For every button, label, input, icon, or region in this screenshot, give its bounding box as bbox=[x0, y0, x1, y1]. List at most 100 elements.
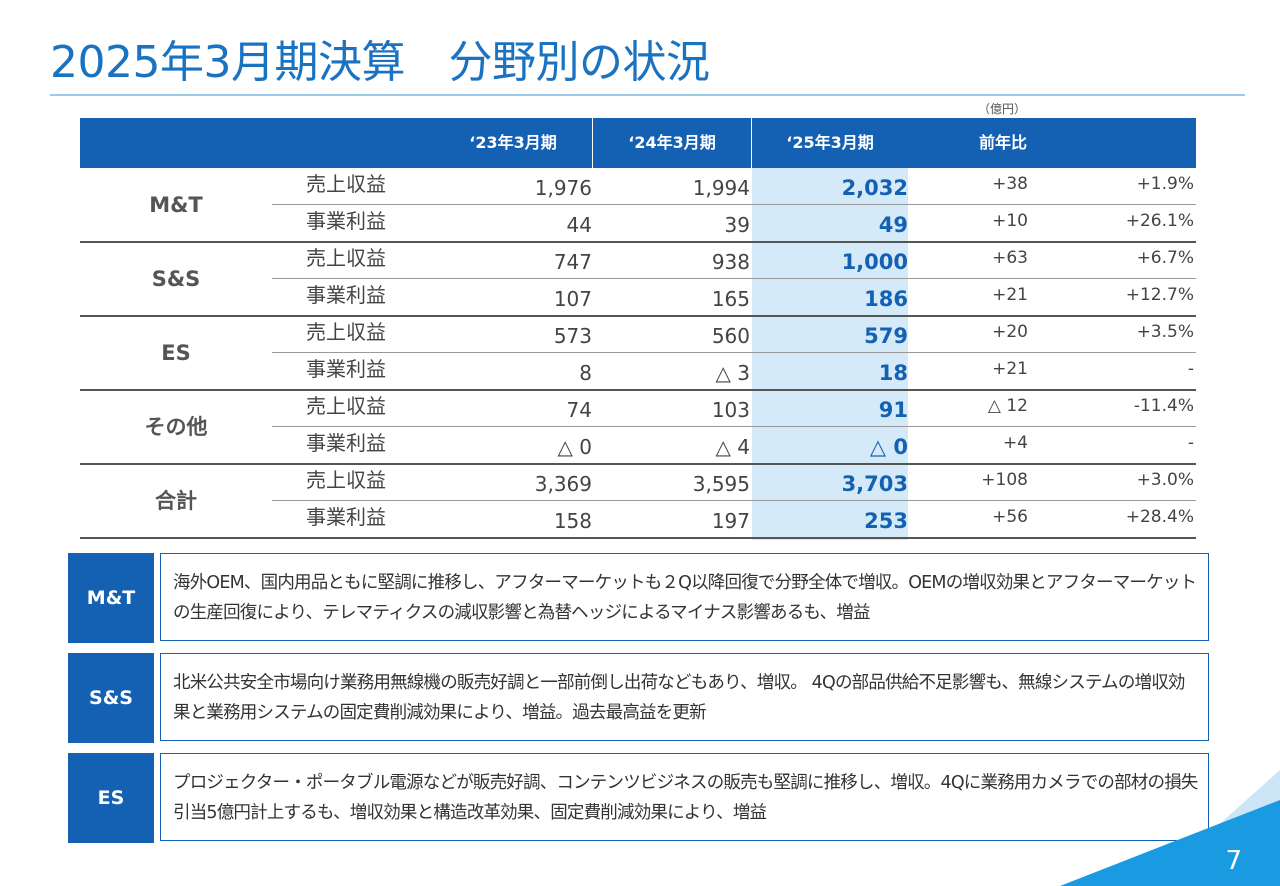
row-divider bbox=[272, 278, 1196, 279]
group-divider bbox=[80, 315, 1196, 317]
value-fy25: 18 bbox=[878, 361, 908, 385]
value-fy25: 91 bbox=[878, 398, 908, 422]
segment-group-other: その他 売上収益 74 103 91 △ 12 -11.4% 事業利益 △ 0 … bbox=[80, 390, 1196, 465]
value-yoy-pct: +26.1% bbox=[1125, 211, 1194, 231]
segment-label: 合計 bbox=[155, 489, 197, 513]
value-fy24: 1,994 bbox=[692, 176, 750, 200]
header-yoy: 前年比 bbox=[978, 133, 1027, 152]
value-fy24: △ 4 bbox=[715, 435, 750, 459]
value-fy25: △ 0 bbox=[869, 435, 908, 459]
group-divider bbox=[80, 241, 1196, 243]
row-item: 事業利益 bbox=[306, 283, 386, 307]
comment-box-es: ES プロジェクター・ポータブル電源などが販売好調、コンテンツビジネスの販売も堅… bbox=[68, 753, 1211, 843]
value-yoy-pct: - bbox=[1187, 433, 1194, 453]
table-row: 売上収益 74 103 91 △ 12 -11.4% bbox=[272, 390, 1196, 427]
header-divider bbox=[751, 118, 752, 168]
value-fy24: △ 3 bbox=[715, 361, 750, 385]
comment-tag: S&S bbox=[68, 653, 154, 743]
value-yoy-pct: +6.7% bbox=[1136, 248, 1194, 268]
value-fy24: 103 bbox=[711, 398, 750, 422]
table-row: 事業利益 44 39 49 +10 +26.1% bbox=[272, 205, 1196, 242]
segment-label: その他 bbox=[144, 415, 208, 439]
value-yoy-diff: +56 bbox=[992, 507, 1028, 527]
value-yoy-diff: +63 bbox=[992, 248, 1028, 268]
value-yoy-diff: △ 12 bbox=[987, 396, 1028, 416]
value-fy23: 747 bbox=[553, 250, 592, 274]
value-fy25: 253 bbox=[864, 509, 908, 533]
table-row: 事業利益 158 197 253 +56 +28.4% bbox=[272, 501, 1196, 538]
value-fy24: 938 bbox=[711, 250, 750, 274]
segment-group-ss: S&S 売上収益 747 938 1,000 +63 +6.7% 事業利益 10… bbox=[80, 242, 1196, 317]
header-fy25: ‘25年3月期 bbox=[786, 133, 874, 152]
table-row: 売上収益 747 938 1,000 +63 +6.7% bbox=[272, 242, 1196, 279]
value-yoy-diff: +108 bbox=[981, 470, 1028, 490]
row-item: 売上収益 bbox=[306, 394, 386, 418]
value-fy23: 107 bbox=[553, 287, 592, 311]
value-fy25: 186 bbox=[864, 287, 908, 311]
value-yoy-diff: +21 bbox=[992, 359, 1028, 379]
value-fy25: 1,000 bbox=[841, 250, 908, 274]
table-body: M&T 売上収益 1,976 1,994 2,032 +38 +1.9% 事業利… bbox=[80, 168, 1196, 540]
value-fy23: △ 0 bbox=[557, 435, 592, 459]
header-divider bbox=[592, 118, 593, 168]
row-divider bbox=[272, 500, 1196, 501]
row-item: 事業利益 bbox=[306, 209, 386, 233]
value-fy23: 8 bbox=[579, 361, 592, 385]
value-yoy-pct: +3.5% bbox=[1136, 322, 1194, 342]
comment-box-mt: M&T 海外OEM、国内用品ともに堅調に推移し、アフターマーケットも２Q以降回復… bbox=[68, 553, 1211, 643]
value-fy25: 49 bbox=[878, 213, 908, 237]
segment-group-mt: M&T 売上収益 1,976 1,994 2,032 +38 +1.9% 事業利… bbox=[80, 168, 1196, 243]
value-fy23: 158 bbox=[553, 509, 592, 533]
value-fy23: 1,976 bbox=[534, 176, 592, 200]
row-divider bbox=[272, 352, 1196, 353]
row-item: 売上収益 bbox=[306, 246, 386, 270]
value-fy25: 2,032 bbox=[841, 176, 908, 200]
value-fy24: 165 bbox=[711, 287, 750, 311]
row-item: 売上収益 bbox=[306, 172, 386, 196]
row-item: 売上収益 bbox=[306, 468, 386, 492]
unit-label: （億円） bbox=[978, 102, 1027, 116]
comment-box-ss: S&S 北米公共安全市場向け業務用無線機の販売好調と一部前倒し出荷などもあり、増… bbox=[68, 653, 1211, 743]
fy25-highlight-column bbox=[752, 168, 908, 540]
row-divider bbox=[272, 426, 1196, 427]
value-fy24: 39 bbox=[724, 213, 750, 237]
header-fy24: ‘24年3月期 bbox=[628, 133, 716, 152]
group-divider bbox=[80, 389, 1196, 391]
page-title: 2025年3月期決算 分野別の状況 bbox=[50, 37, 710, 88]
value-yoy-pct: +1.9% bbox=[1136, 174, 1194, 194]
segment-group-es: ES 売上収益 573 560 579 +20 +3.5% 事業利益 8 △ 3… bbox=[80, 316, 1196, 391]
value-yoy-pct: +3.0% bbox=[1136, 470, 1194, 490]
row-item: 売上収益 bbox=[306, 320, 386, 344]
value-fy23: 3,369 bbox=[534, 472, 592, 496]
results-table: ‘23年3月期 ‘24年3月期 ‘25年3月期 前年比 M&T 売上収益 1,9… bbox=[80, 118, 1196, 540]
value-fy23: 74 bbox=[566, 398, 592, 422]
comment-text: プロジェクター・ポータブル電源などが販売好調、コンテンツビジネスの販売も堅調に推… bbox=[160, 753, 1209, 841]
row-item: 事業利益 bbox=[306, 431, 386, 455]
table-bottom-border bbox=[80, 537, 1196, 539]
comment-tag: M&T bbox=[68, 553, 154, 643]
table-row: 事業利益 8 △ 3 18 +21 - bbox=[272, 353, 1196, 390]
value-yoy-pct: - bbox=[1187, 359, 1194, 379]
title-divider bbox=[50, 94, 1245, 96]
page-number: 7 bbox=[1225, 846, 1242, 876]
comment-text: 海外OEM、国内用品ともに堅調に推移し、アフターマーケットも２Q以降回復で分野全… bbox=[160, 553, 1209, 641]
value-yoy-pct: +12.7% bbox=[1125, 285, 1194, 305]
table-row: 事業利益 △ 0 △ 4 △ 0 +4 - bbox=[272, 427, 1196, 464]
value-yoy-diff: +10 bbox=[992, 211, 1028, 231]
table-row: 売上収益 1,976 1,994 2,032 +38 +1.9% bbox=[272, 168, 1196, 205]
table-row: 売上収益 573 560 579 +20 +3.5% bbox=[272, 316, 1196, 353]
value-fy23: 573 bbox=[553, 324, 592, 348]
group-divider bbox=[80, 463, 1196, 465]
segment-group-total: 合計 売上収益 3,369 3,595 3,703 +108 +3.0% 事業利… bbox=[80, 464, 1196, 539]
value-yoy-pct: +28.4% bbox=[1125, 507, 1194, 527]
value-fy24: 197 bbox=[711, 509, 750, 533]
row-item: 事業利益 bbox=[306, 505, 386, 529]
table-row: 事業利益 107 165 186 +21 +12.7% bbox=[272, 279, 1196, 316]
comment-text: 北米公共安全市場向け業務用無線機の販売好調と一部前倒し出荷などもあり、増収。 4… bbox=[160, 653, 1209, 741]
value-yoy-pct: -11.4% bbox=[1133, 396, 1194, 416]
value-fy23: 44 bbox=[566, 213, 592, 237]
value-yoy-diff: +20 bbox=[992, 322, 1028, 342]
row-divider bbox=[272, 204, 1196, 205]
value-yoy-diff: +38 bbox=[992, 174, 1028, 194]
value-fy24: 560 bbox=[711, 324, 750, 348]
